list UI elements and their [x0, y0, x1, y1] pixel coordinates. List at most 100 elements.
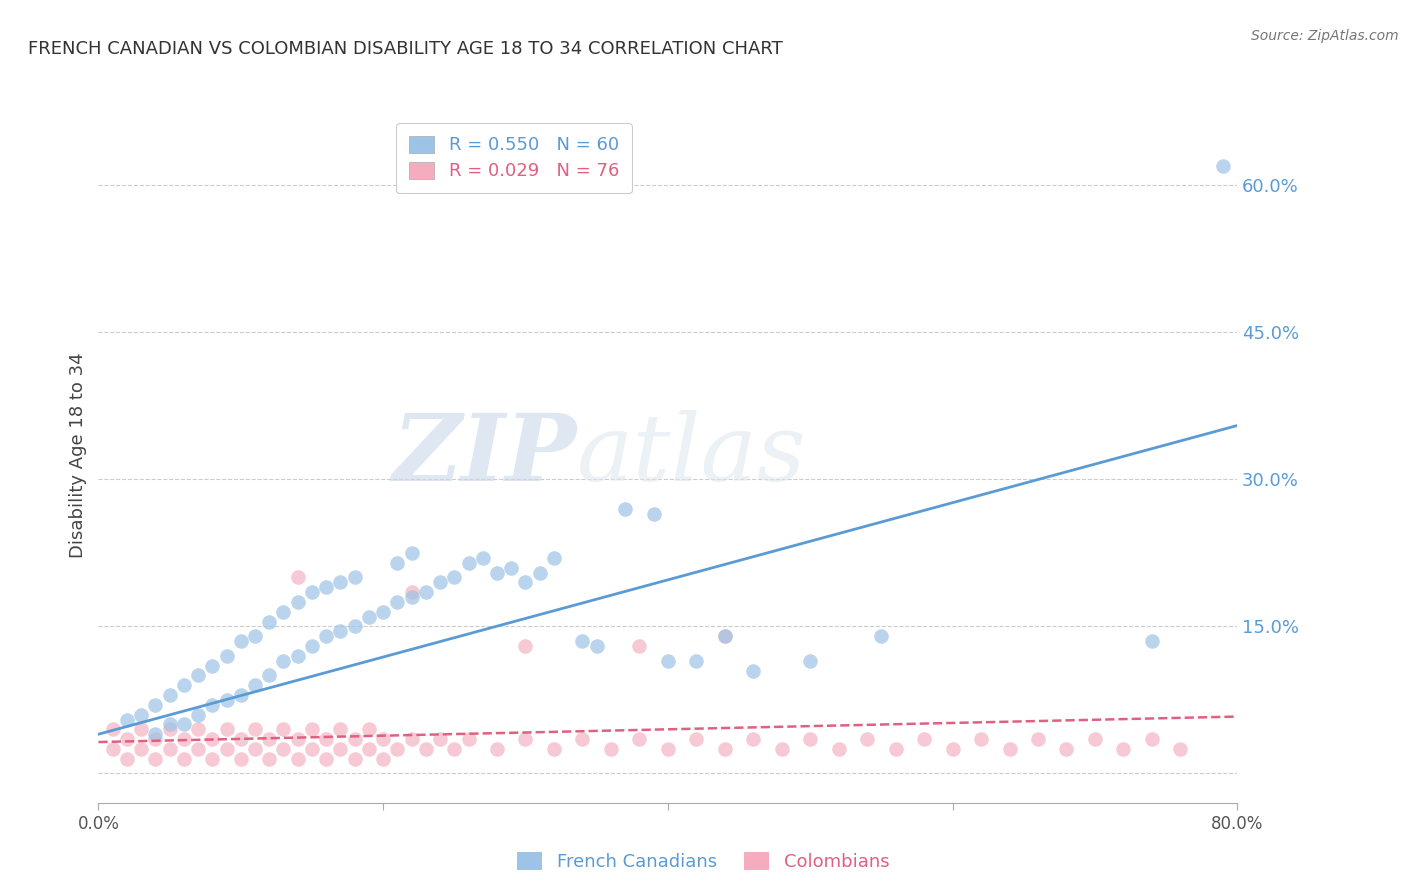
Point	[159, 723, 181, 737]
Point	[329, 742, 352, 756]
Point	[357, 723, 380, 737]
Point	[329, 723, 352, 737]
Point	[457, 556, 479, 570]
Point	[243, 723, 266, 737]
Point	[501, 560, 523, 574]
Point	[714, 742, 737, 756]
Point	[387, 742, 409, 756]
Point	[287, 595, 309, 609]
Point	[343, 570, 366, 584]
Point	[145, 732, 167, 747]
Point	[301, 585, 323, 599]
Point	[129, 742, 152, 756]
Point	[173, 732, 195, 747]
Point	[301, 639, 323, 653]
Point	[628, 639, 651, 653]
Point	[287, 570, 309, 584]
Point	[243, 678, 266, 692]
Point	[529, 566, 551, 580]
Point	[145, 752, 167, 766]
Point	[1026, 732, 1049, 747]
Point	[1140, 634, 1163, 648]
Point	[115, 752, 138, 766]
Point	[315, 732, 337, 747]
Point	[259, 732, 281, 747]
Point	[301, 723, 323, 737]
Point	[229, 752, 252, 766]
Point	[1084, 732, 1107, 747]
Point	[273, 654, 295, 668]
Point	[343, 752, 366, 766]
Point	[187, 668, 209, 682]
Point	[343, 619, 366, 633]
Point	[301, 742, 323, 756]
Point	[201, 658, 224, 673]
Point	[173, 678, 195, 692]
Point	[443, 742, 465, 756]
Point	[1112, 742, 1135, 756]
Point	[443, 570, 465, 584]
Point	[543, 550, 565, 565]
Point	[373, 605, 395, 619]
Point	[373, 732, 395, 747]
Point	[173, 752, 195, 766]
Point	[657, 654, 679, 668]
Point	[942, 742, 965, 756]
Point	[201, 752, 224, 766]
Point	[600, 742, 623, 756]
Text: Source: ZipAtlas.com: Source: ZipAtlas.com	[1251, 29, 1399, 43]
Point	[145, 698, 167, 712]
Point	[259, 668, 281, 682]
Point	[1140, 732, 1163, 747]
Point	[685, 654, 707, 668]
Point	[742, 732, 765, 747]
Point	[714, 629, 737, 643]
Point	[429, 575, 451, 590]
Text: ZIP: ZIP	[392, 410, 576, 500]
Point	[471, 550, 494, 565]
Point	[259, 615, 281, 629]
Point	[486, 566, 509, 580]
Point	[415, 742, 437, 756]
Point	[415, 585, 437, 599]
Point	[770, 742, 793, 756]
Point	[912, 732, 935, 747]
Point	[329, 624, 352, 639]
Point	[259, 752, 281, 766]
Point	[229, 688, 252, 702]
Point	[273, 723, 295, 737]
Point	[515, 639, 537, 653]
Point	[273, 742, 295, 756]
Point	[429, 732, 451, 747]
Point	[571, 634, 593, 648]
Point	[215, 693, 238, 707]
Point	[129, 707, 152, 722]
Y-axis label: Disability Age 18 to 34: Disability Age 18 to 34	[69, 352, 87, 558]
Point	[145, 727, 167, 741]
Legend: French Canadians, Colombians: French Canadians, Colombians	[509, 846, 897, 879]
Point	[173, 717, 195, 731]
Point	[115, 713, 138, 727]
Point	[373, 752, 395, 766]
Point	[129, 723, 152, 737]
Point	[856, 732, 879, 747]
Text: atlas: atlas	[576, 410, 806, 500]
Point	[401, 732, 423, 747]
Point	[685, 732, 707, 747]
Point	[742, 664, 765, 678]
Point	[229, 634, 252, 648]
Point	[585, 639, 607, 653]
Point	[287, 752, 309, 766]
Point	[515, 575, 537, 590]
Point	[243, 742, 266, 756]
Point	[387, 595, 409, 609]
Point	[243, 629, 266, 643]
Point	[215, 742, 238, 756]
Point	[187, 742, 209, 756]
Point	[315, 752, 337, 766]
Point	[657, 742, 679, 756]
Point	[515, 732, 537, 747]
Point	[401, 546, 423, 560]
Point	[315, 580, 337, 594]
Point	[571, 732, 593, 747]
